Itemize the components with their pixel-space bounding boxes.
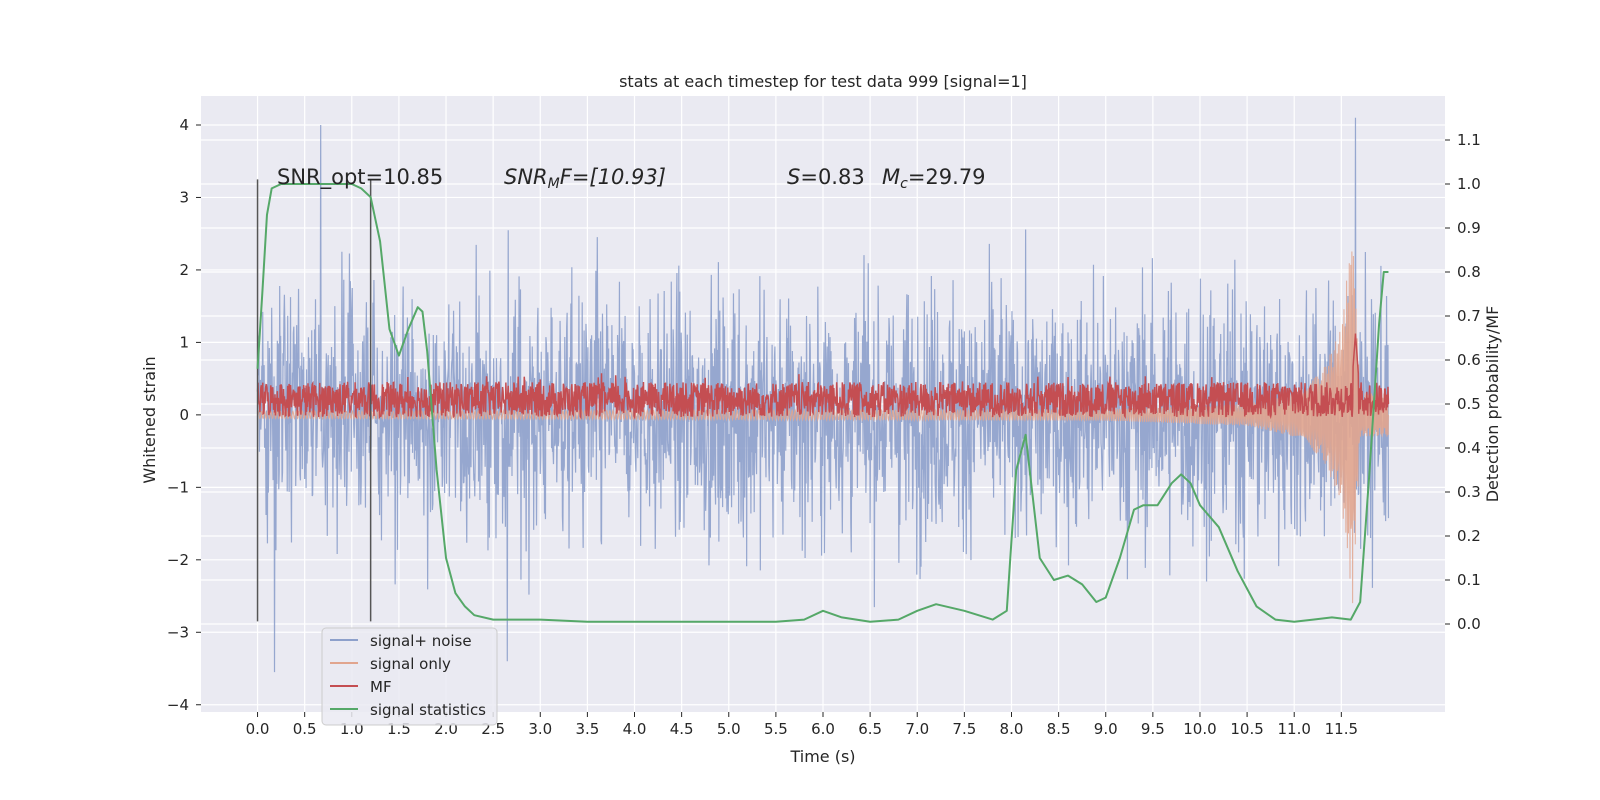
annotation-snr-opt: SNR_opt=10.85 xyxy=(277,165,443,190)
x-tick-label: 10.5 xyxy=(1230,720,1263,738)
x-tick-label: 3.0 xyxy=(528,720,552,738)
right-tick-label: 0.5 xyxy=(1457,395,1481,413)
x-tick-label: 0.0 xyxy=(246,720,270,738)
legend-label-mf: MF xyxy=(370,678,392,696)
x-tick-label: 9.5 xyxy=(1141,720,1165,738)
right-tick-label: 0.6 xyxy=(1457,351,1481,369)
right-tick-label: 0.7 xyxy=(1457,307,1481,325)
x-tick-label: 9.0 xyxy=(1094,720,1118,738)
right-tick-label: 0.0 xyxy=(1457,615,1481,633)
x-tick-label: 5.0 xyxy=(717,720,741,738)
x-tick-label: 4.0 xyxy=(623,720,647,738)
x-tick-label: 8.0 xyxy=(1000,720,1024,738)
x-tick-label: 0.5 xyxy=(293,720,317,738)
left-tick-label: −2 xyxy=(167,551,189,569)
legend-box xyxy=(321,627,498,726)
x-tick-label: 7.0 xyxy=(905,720,929,738)
series-line-mf xyxy=(256,333,1390,420)
left-tick-label: 0 xyxy=(179,406,189,424)
right-axis-label: Detection probability/MF xyxy=(1483,306,1502,503)
left-tick-label: −4 xyxy=(167,696,189,714)
annotation-snr-mf: SNRMF=[10.93] xyxy=(504,165,666,192)
right-tick-label: 1.0 xyxy=(1457,175,1481,193)
x-tick-label: 11.5 xyxy=(1325,720,1358,738)
left-tick-label: −1 xyxy=(167,478,189,496)
annotation-mc: Mc=29.79 xyxy=(882,165,986,192)
right-tick-label: 0.8 xyxy=(1457,263,1481,281)
right-axis-ticks: 1.1 1.0 0.9 0.8 0.7 0.6 0.5 0.4 0.3 0.2 0.1 0.0 xyxy=(1445,131,1481,633)
x-tick-label: 6.5 xyxy=(858,720,882,738)
x-tick-label: 4.5 xyxy=(670,720,694,738)
legend-label-signal-statistics: signal statistics xyxy=(370,701,486,719)
left-tick-label: −3 xyxy=(167,623,189,641)
legend-label-signal-only: signal only xyxy=(370,655,451,673)
x-axis-ticks: 0.0 0.5 1.0 1.5 2.0 2.5 3.0 3.5 4.0 4.5 5.0 5.5 6.0 6… xyxy=(246,712,1358,738)
x-tick-label: 6.0 xyxy=(811,720,835,738)
left-tick-label: 1 xyxy=(179,333,189,351)
legend: signal+ noise signal only MF signal stat… xyxy=(321,627,498,726)
x-tick-label: 8.5 xyxy=(1047,720,1071,738)
series-line-signal-statistics xyxy=(256,183,1389,623)
right-tick-label: 0.4 xyxy=(1457,439,1481,457)
x-tick-label: 5.5 xyxy=(764,720,788,738)
right-tick-label: 0.9 xyxy=(1457,219,1481,237)
series-mf xyxy=(256,333,1390,420)
left-axis-label: Whitened strain xyxy=(140,356,159,483)
vertical-markers xyxy=(256,179,372,622)
annotation-s: S=0.83 xyxy=(787,165,865,189)
right-tick-label: 0.1 xyxy=(1457,571,1481,589)
legend-label-signal-noise: signal+ noise xyxy=(370,632,472,650)
left-tick-label: 2 xyxy=(179,261,189,279)
left-axis-ticks: 4 3 2 1 0 −1 −2 −3 −4 xyxy=(167,116,201,714)
x-axis-label: Time (s) xyxy=(789,747,855,766)
x-tick-label: 3.5 xyxy=(575,720,599,738)
right-tick-label: 1.1 xyxy=(1457,131,1481,149)
x-tick-label: 7.5 xyxy=(952,720,976,738)
left-tick-label: 4 xyxy=(179,116,189,134)
right-tick-label: 0.2 xyxy=(1457,527,1481,545)
series-signal-statistics xyxy=(256,183,1389,623)
left-tick-label: 3 xyxy=(179,188,189,206)
x-tick-label: 10.0 xyxy=(1183,720,1216,738)
right-tick-label: 0.3 xyxy=(1457,483,1481,501)
chart-title: stats at each timestep for test data 999… xyxy=(619,72,1027,91)
x-tick-label: 11.0 xyxy=(1278,720,1311,738)
